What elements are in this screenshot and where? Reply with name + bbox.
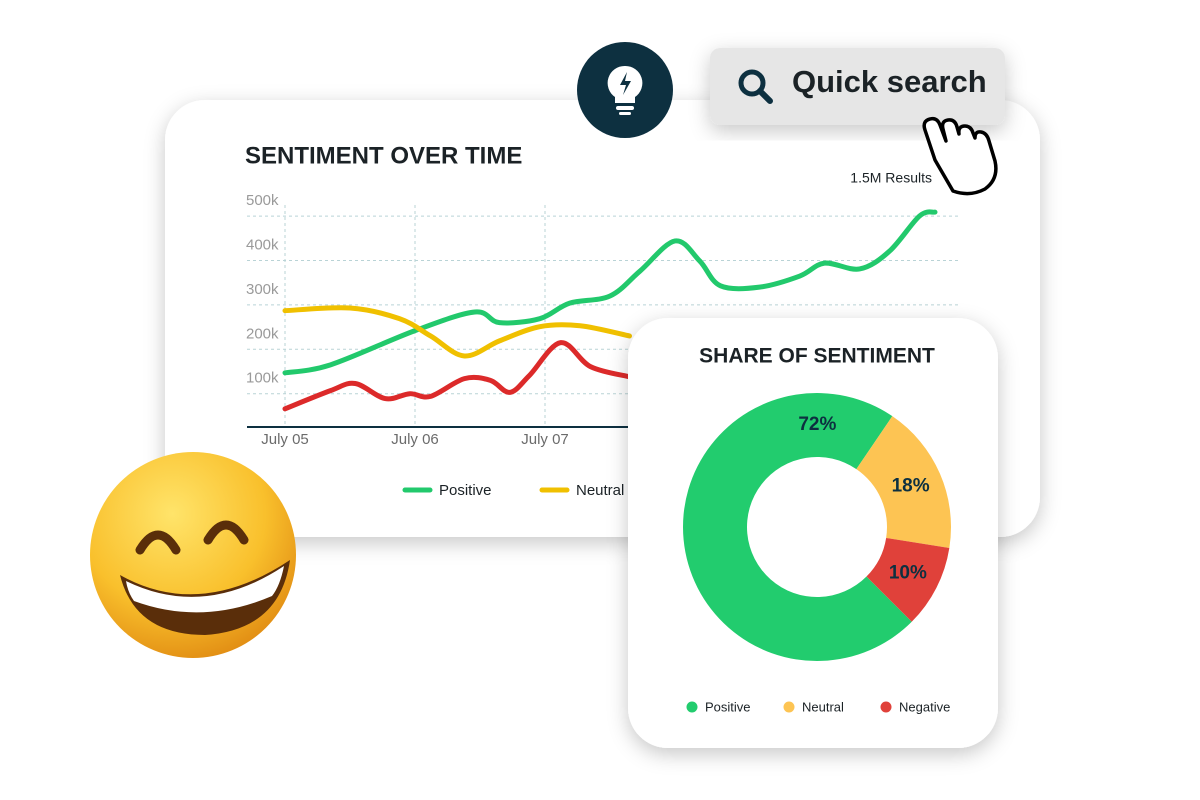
search-icon — [738, 69, 766, 97]
bulb-base — [619, 112, 631, 115]
series-line — [282, 340, 632, 412]
search-label: Quick search — [792, 64, 987, 99]
search-icon — [757, 88, 773, 104]
y-tick-label: 200k — [246, 325, 279, 342]
bulb-button[interactable] — [577, 42, 673, 138]
legend-swatch — [783, 701, 795, 713]
donut-slice — [856, 416, 951, 548]
legend-label: Negative — [899, 699, 950, 714]
y-tick-label: 100k — [246, 370, 279, 387]
hand-cursor — [922, 116, 998, 196]
x-tick-label: July 07 — [521, 431, 569, 448]
annotation: 1.5M Results — [850, 170, 932, 186]
y-tick-label: 400k — [246, 236, 279, 253]
y-tick-label: 500k — [246, 192, 279, 209]
data-label: 18% — [892, 476, 930, 497]
chart-title: SHARE OF SENTIMENT — [699, 345, 935, 368]
data-label: 72% — [798, 414, 836, 435]
emoji-eye — [203, 520, 249, 545]
legend-label: Positive — [705, 699, 751, 714]
bulb-base — [616, 106, 634, 110]
legend-swatch — [686, 701, 698, 713]
series-line — [282, 209, 938, 376]
data-label: 10% — [889, 562, 927, 583]
legend-label: Neutral — [802, 699, 844, 714]
bolt-icon — [620, 72, 631, 95]
y-tick-label: 300k — [246, 281, 279, 298]
legend-label: Neutral — [576, 482, 624, 499]
legend-swatch — [880, 701, 892, 713]
search-box[interactable]: Quick search — [710, 48, 1005, 196]
chart-title: SENTIMENT OVER TIME — [245, 142, 522, 169]
x-tick-label: July 05 — [261, 431, 309, 448]
x-tick-label: July 06 — [391, 431, 439, 448]
donut-slice — [683, 393, 912, 661]
emoji — [90, 452, 296, 658]
search-bg — [710, 48, 1005, 125]
donut-card: SHARE OF SENTIMENT 72% Positive 18% Neutral 1… — [628, 318, 998, 748]
donut-slice — [866, 537, 950, 622]
card — [628, 318, 998, 748]
emoji-eye — [135, 530, 181, 555]
emoji-teeth — [126, 566, 284, 613]
legend-label: Positive — [439, 482, 492, 499]
series-line — [282, 305, 632, 359]
